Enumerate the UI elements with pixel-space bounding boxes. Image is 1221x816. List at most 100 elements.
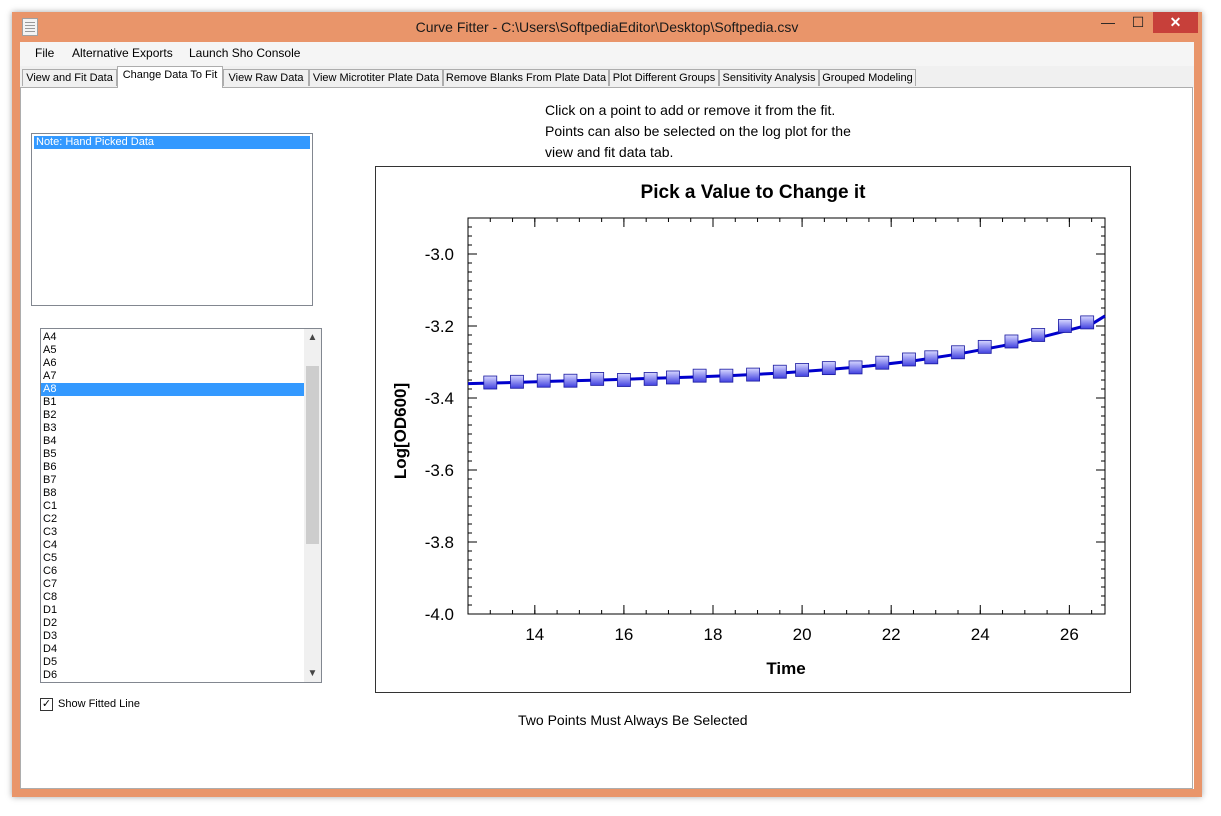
document-icon <box>22 18 38 36</box>
scroll-thumb[interactable] <box>306 366 319 544</box>
data-point[interactable] <box>666 370 680 385</box>
list-item[interactable]: C4 <box>43 539 58 551</box>
x-tick-label: 16 <box>614 625 633 644</box>
data-point[interactable] <box>617 373 631 387</box>
scroll-up-icon[interactable]: ▲ <box>307 332 318 343</box>
data-point[interactable] <box>924 350 939 365</box>
show-fitted-line-checkbox[interactable]: ✓ <box>40 698 53 711</box>
data-point[interactable] <box>1058 319 1072 333</box>
y-tick-label: -3.2 <box>425 317 454 336</box>
list-item[interactable]: D2 <box>43 617 58 629</box>
list-item[interactable]: C1 <box>43 500 58 512</box>
tab-change-data-to-fit[interactable]: Change Data To Fit <box>117 66 223 88</box>
data-point[interactable] <box>1031 328 1046 342</box>
data-point[interactable] <box>746 367 760 382</box>
menu-launch-sho-console[interactable]: Launch Sho Console <box>189 46 301 60</box>
tab-sensitivity-analysis[interactable]: Sensitivity Analysis <box>719 69 819 86</box>
menu-alternative-exports[interactable]: Alternative Exports <box>72 46 173 60</box>
list-item[interactable]: D1 <box>43 604 58 616</box>
close-button[interactable]: ✕ <box>1153 12 1198 33</box>
app-window: Curve Fitter - C:\Users\SoftpediaEditor\… <box>12 12 1202 797</box>
vertical-scrollbar[interactable]: ▲ ▼ <box>304 329 321 682</box>
x-tick-label: 18 <box>704 625 723 644</box>
tab-view-microtiter-plate-data[interactable]: View Microtiter Plate Data <box>309 69 443 86</box>
data-point[interactable] <box>510 374 524 389</box>
list-item[interactable]: B7 <box>43 474 57 486</box>
list-item[interactable]: D6 <box>43 669 58 681</box>
list-item[interactable]: B6 <box>43 461 57 473</box>
tab-grouped-modeling[interactable]: Grouped Modeling <box>819 69 916 86</box>
list-item[interactable]: A7 <box>43 370 57 382</box>
x-tick-label: 26 <box>1060 625 1079 644</box>
x-tick-label: 24 <box>971 625 990 644</box>
list-item[interactable]: A6 <box>43 357 57 369</box>
list-item[interactable]: C7 <box>43 578 58 590</box>
list-item[interactable]: A8 <box>41 383 305 396</box>
data-point[interactable] <box>821 361 836 376</box>
list-item[interactable]: C6 <box>43 565 58 577</box>
instruction-line: view and fit data tab. <box>545 144 674 160</box>
show-fitted-line-label: Show Fitted Line <box>58 698 140 710</box>
list-item[interactable]: B5 <box>43 448 57 460</box>
data-point[interactable] <box>483 375 498 390</box>
tab-view-and-fit-data[interactable]: View and Fit Data <box>22 69 117 86</box>
list-item[interactable]: B4 <box>43 435 57 447</box>
chart-panel[interactable]: Pick a Value to Change it 14 16 18 20 22 24 26… <box>375 166 1131 693</box>
instruction-line: Click on a point to add or remove it fro… <box>545 102 836 118</box>
plot-area[interactable]: 14 16 18 20 22 24 26 -3.0 -3.2 -3.4 -3.6 -3.8 -4.0 <box>425 217 1106 644</box>
data-point[interactable] <box>643 372 658 386</box>
data-point[interactable] <box>1080 315 1095 330</box>
data-point[interactable] <box>1004 334 1019 349</box>
title-bar[interactable]: Curve Fitter - C:\Users\SoftpediaEditor\… <box>12 12 1202 42</box>
x-axis-label: Time <box>766 659 805 678</box>
data-point[interactable] <box>563 373 578 388</box>
minimize-button[interactable]: — <box>1101 14 1115 30</box>
data-point[interactable] <box>590 372 605 386</box>
list-item[interactable]: B2 <box>43 409 57 421</box>
data-point[interactable] <box>536 373 551 388</box>
window-title: Curve Fitter - C:\Users\SoftpediaEditor\… <box>415 19 799 35</box>
tab-remove-blanks[interactable]: Remove Blanks From Plate Data <box>443 69 609 86</box>
list-item[interactable]: C5 <box>43 552 58 564</box>
chart-title: Pick a Value to Change it <box>641 182 867 203</box>
data-point[interactable] <box>951 345 965 360</box>
list-item[interactable]: A5 <box>43 344 57 356</box>
list-item[interactable]: B1 <box>43 396 57 408</box>
y-tick-label: -4.0 <box>425 605 454 624</box>
scroll-down-icon[interactable]: ▼ <box>307 668 318 679</box>
y-tick-label: -3.6 <box>425 461 454 480</box>
data-point[interactable] <box>719 368 734 383</box>
data-point[interactable] <box>875 355 890 370</box>
tab-plot-different-groups[interactable]: Plot Different Groups <box>609 69 719 86</box>
data-point[interactable] <box>848 360 863 375</box>
notes-listbox[interactable]: Note: Hand Picked Data <box>31 133 313 306</box>
tab-strip: View and Fit Data Change Data To Fit Vie… <box>20 66 1194 88</box>
maximize-button[interactable]: ☐ <box>1131 14 1145 30</box>
data-point[interactable] <box>692 368 707 383</box>
list-item[interactable]: B8 <box>43 487 57 499</box>
instruction-line: Points can also be selected on the log p… <box>545 123 851 139</box>
list-item[interactable]: D4 <box>43 643 58 655</box>
list-item[interactable]: A4 <box>43 331 57 343</box>
data-point[interactable] <box>977 339 992 354</box>
list-item[interactable]: D3 <box>43 630 58 642</box>
plot-frame <box>467 217 1106 615</box>
list-item[interactable]: C2 <box>43 513 58 525</box>
instructions-text: Click on a point to add or remove it fro… <box>545 100 945 163</box>
y-tick-label: -3.4 <box>425 389 454 408</box>
well-items: A4 A5 A6 A7 A8 B1 B2 B3 B4 B5 B6 B7 B8 C1 C2 C3 C4 C5 C6 C7… <box>41 331 305 682</box>
menu-file[interactable]: File <box>35 46 55 60</box>
list-item[interactable]: B3 <box>43 422 57 434</box>
list-item[interactable]: C8 <box>43 591 58 603</box>
data-point[interactable] <box>795 363 809 377</box>
data-point[interactable] <box>772 364 787 379</box>
chart-svg[interactable]: Pick a Value to Change it 14 16 18 20 22 24 26… <box>376 167 1130 692</box>
well-listbox[interactable]: A4 A5 A6 A7 A8 B1 B2 B3 B4 B5 B6 B7 B8 C1 C2 C3 C4 C5 C6 C7… <box>40 328 322 683</box>
tab-view-raw-data[interactable]: View Raw Data <box>223 69 309 86</box>
list-item[interactable]: D5 <box>43 656 58 668</box>
y-tick-label: -3.8 <box>425 533 454 552</box>
list-item[interactable]: C3 <box>43 526 58 538</box>
data-point[interactable] <box>902 352 916 367</box>
list-item[interactable]: Note: Hand Picked Data <box>34 136 310 149</box>
y-axis-label: Log[OD600] <box>391 383 410 479</box>
